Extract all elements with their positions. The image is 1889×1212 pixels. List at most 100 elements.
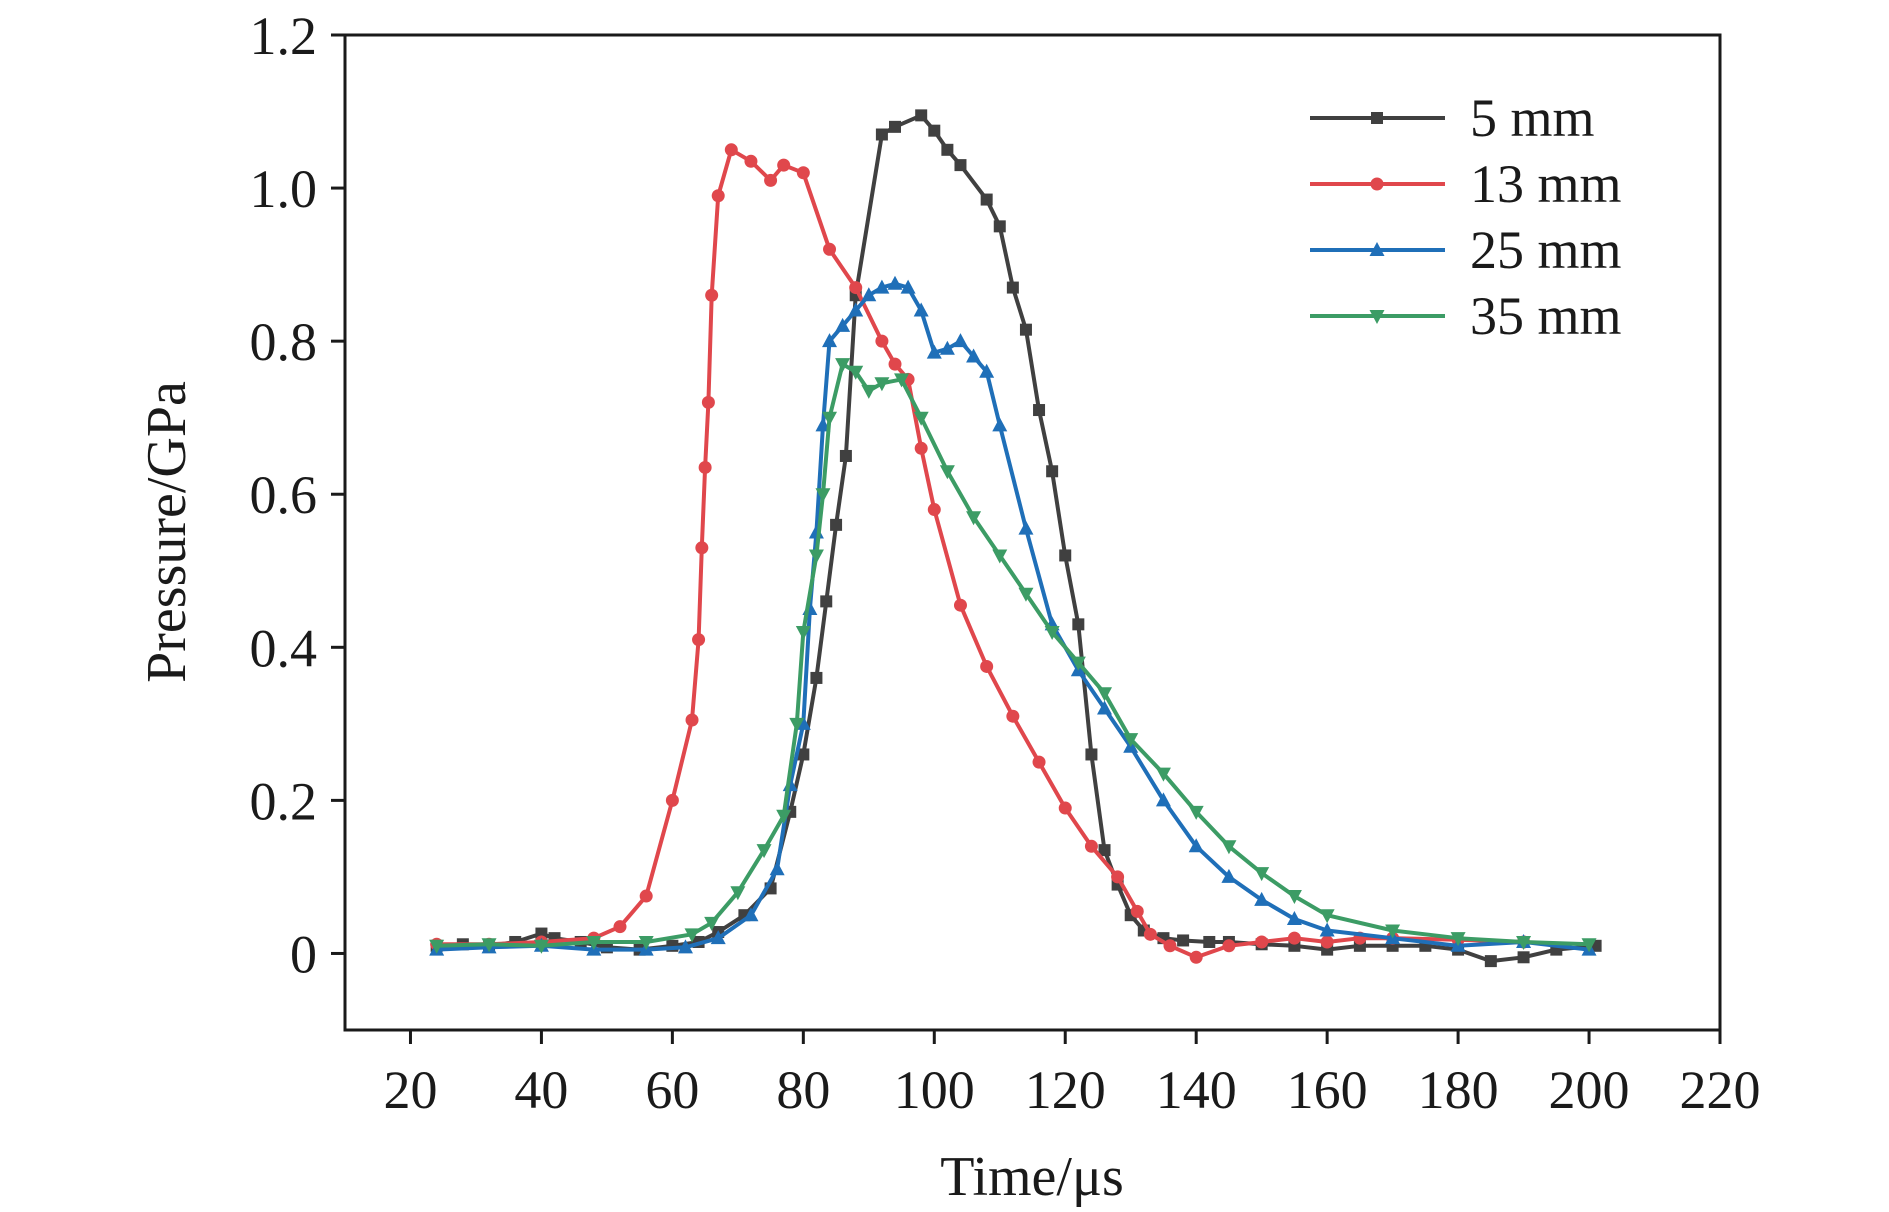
data-point (1097, 687, 1113, 702)
data-point (1254, 867, 1270, 882)
data-point (1018, 587, 1034, 602)
data-point (939, 465, 955, 480)
x-tick-label: 60 (645, 1060, 699, 1120)
x-tick-label: 40 (514, 1060, 568, 1120)
data-point (1155, 767, 1171, 782)
plot-frame (343, 33, 1722, 1032)
y-tick-label: 0.6 (250, 465, 318, 525)
data-point (429, 939, 445, 954)
data-point (1032, 755, 1046, 769)
data-point (1006, 281, 1019, 294)
data-point (1286, 890, 1302, 905)
data-point (1189, 950, 1203, 964)
data-point (992, 417, 1008, 432)
data-point (926, 344, 942, 359)
y-tick-label: 1.0 (250, 159, 318, 219)
legend-label: 35 mm (1470, 286, 1622, 346)
data-point (764, 173, 778, 187)
data-point (954, 159, 967, 172)
data-point (953, 598, 967, 612)
data-point (966, 348, 982, 363)
legend-entry: 25 mm (1310, 220, 1622, 280)
data-point (705, 288, 719, 302)
data-point (743, 907, 759, 922)
data-point (711, 189, 725, 203)
series-line (436, 281, 1590, 952)
data-point (992, 549, 1008, 564)
data-point (639, 889, 653, 903)
y-axis: 0 0.2 0.4 0.6 0.8 1.0 1.2 (250, 6, 345, 984)
data-point (810, 671, 823, 684)
data-point (704, 916, 720, 931)
data-point (1286, 911, 1302, 926)
data-point (888, 357, 902, 371)
data-point (848, 302, 864, 317)
data-point (1188, 838, 1204, 853)
x-tick-label: 160 (1287, 1060, 1368, 1120)
data-point (875, 128, 888, 141)
data-point (952, 333, 968, 348)
data-point (1203, 935, 1216, 948)
data-point (677, 939, 693, 954)
data-point (1018, 520, 1034, 535)
data-point (839, 449, 852, 462)
legend-marker (1369, 310, 1385, 324)
data-point (1155, 792, 1171, 807)
data-point (695, 541, 709, 555)
data-point (684, 928, 700, 943)
legend-entry: 13 mm (1310, 154, 1622, 214)
data-point (939, 340, 955, 355)
data-point (1033, 404, 1046, 417)
data-point (756, 844, 772, 859)
y-tick-label: 1.2 (250, 6, 318, 66)
legend-label: 5 mm (1470, 88, 1595, 148)
legend-marker (1370, 177, 1384, 191)
x-tick-label: 200 (1549, 1060, 1630, 1120)
x-tick-label: 220 (1680, 1060, 1761, 1120)
data-point (861, 287, 877, 302)
data-point (820, 595, 833, 608)
data-point (1287, 931, 1301, 945)
data-point (1097, 700, 1113, 715)
data-point (980, 193, 993, 206)
data-point (797, 748, 810, 761)
y-tick-label: 0 (290, 924, 317, 984)
x-tick-label: 180 (1418, 1060, 1499, 1120)
data-point (875, 334, 889, 348)
y-tick-label: 0.2 (250, 771, 318, 831)
data-point (638, 935, 654, 950)
data-point (1006, 709, 1020, 723)
data-point (822, 411, 838, 426)
series-line (436, 113, 1596, 964)
data-point (1143, 927, 1157, 941)
data-point (1188, 805, 1204, 820)
data-point (685, 713, 699, 727)
data-point (874, 377, 890, 392)
x-axis-title: Time/μs (940, 1146, 1124, 1208)
data-point (481, 938, 497, 953)
legend-marker (1369, 242, 1385, 256)
data-point (1046, 465, 1059, 478)
data-point (1254, 891, 1270, 906)
data-point (1085, 748, 1098, 761)
data-point (1163, 939, 1177, 953)
data-point (795, 626, 811, 640)
series-line (436, 147, 1524, 960)
data-point (1319, 922, 1335, 937)
legend-entry: 35 mm (1310, 286, 1622, 346)
data-point (822, 333, 838, 348)
legend-label: 25 mm (1470, 220, 1622, 280)
data-point (533, 939, 549, 954)
data-point (915, 109, 928, 122)
data-point (1058, 801, 1072, 815)
x-axis: 20 40 60 80 100 120 140 160 180 200 220 (383, 1030, 1761, 1120)
data-point (913, 411, 929, 426)
data-point (815, 488, 831, 503)
data-point (1222, 939, 1236, 953)
series-line (436, 362, 1590, 948)
data-point (1484, 955, 1497, 968)
data-point (692, 633, 706, 647)
x-tick-label: 100 (894, 1060, 975, 1120)
